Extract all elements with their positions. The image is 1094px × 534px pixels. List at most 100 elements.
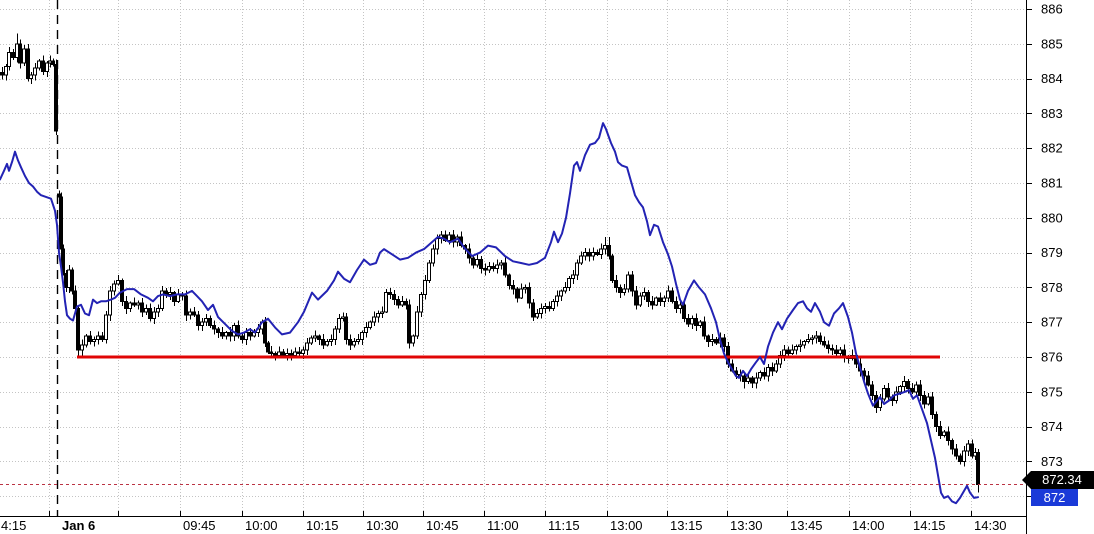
candle-body [84,335,88,346]
candle-body [834,349,838,355]
candle-body [794,346,798,351]
candle-body [140,302,144,313]
candle-body [321,339,325,346]
candle-body [92,339,96,342]
candle-body [670,290,674,302]
candle-body [535,313,539,318]
candle-body [626,274,630,290]
candle-body [156,307,160,313]
candle-body [567,278,571,288]
candle-body [152,311,156,320]
candle-body [356,339,360,342]
candle-body [618,286,622,294]
y-axis-label: 881 [1041,176,1063,191]
candle-body [563,286,567,292]
candle-body [487,266,491,271]
candle-body [273,353,277,356]
candle-body [722,337,726,348]
candle-body [714,339,718,344]
x-axis-label: 10:15 [306,518,339,533]
candle-body [882,387,886,400]
candle-body [172,292,176,302]
candle-body [317,335,321,341]
candle-body [368,321,372,328]
candle-body [277,351,281,356]
candle-body [301,349,305,355]
candle-body [11,52,15,59]
candle-body [539,307,543,314]
candle-body [26,48,30,80]
candle-body [376,313,380,318]
candle-body [575,262,579,276]
candle-body [70,269,74,292]
candle-body [770,366,774,372]
overlay-line [0,122,979,505]
candle-body [902,380,906,388]
candle-body [475,259,479,266]
y-axis-label: 874 [1041,419,1063,434]
candle-body [630,274,634,292]
candle-body [798,344,802,348]
candle-body [830,347,834,351]
y-axis-label: 878 [1041,280,1063,295]
candle-body [104,314,108,341]
candle-body [926,396,930,405]
candle-body [702,321,706,337]
candle-body [313,335,317,339]
x-axis-label: 4:15 [1,518,26,533]
candle-body [281,351,285,356]
candle-body [742,375,746,382]
candle-body [293,351,297,356]
candle-body [866,375,870,386]
candle-body [810,337,814,341]
candle-body [333,328,337,341]
y-axis-label: 873 [1041,454,1063,469]
candle-body [427,262,431,281]
candle-body [396,299,400,306]
candle-body [818,335,822,342]
candle-body [325,340,329,346]
candle-body [922,394,926,405]
axis-labels: 886 885 884 883 882 881 880 879 878 877 876 875 874 8… [1,2,1063,534]
x-axis-label: 10:45 [426,518,459,533]
candle-body [220,332,224,337]
candle-body [372,316,376,323]
candle-body [531,302,535,318]
candle-body [591,252,595,257]
candle-body [132,302,136,306]
candle-body [579,255,583,264]
x-axis-label: 14:00 [852,518,885,533]
candle-body [790,349,794,355]
candle-body [88,335,92,342]
candle-body [200,321,204,327]
candle-body [499,262,503,266]
candle-body [360,332,364,341]
candle-body [407,304,411,344]
candle-body [128,302,132,309]
candle-body [384,292,388,313]
candle-body [471,257,475,266]
x-axis-label: 13:45 [790,518,823,533]
candle-body [204,318,208,323]
candle-body [511,285,515,290]
candle-body [954,448,958,457]
candle-body [248,332,252,337]
x-axis-label: Jan 6 [62,518,95,533]
candle-body [762,372,766,377]
candle-body [96,335,100,341]
candle-body [263,321,267,344]
y-axis-label: 877 [1041,315,1063,330]
candle-body [930,396,934,415]
candle-body [388,292,392,295]
y-axis-label: 883 [1041,106,1063,121]
candle-body [297,351,301,355]
candle-body [503,262,507,276]
candle-body [244,332,248,341]
candle-body [786,349,790,355]
y-axis-label: 880 [1041,210,1063,225]
gridlines [0,0,1026,516]
candle-body [650,300,654,306]
candle-body [447,234,451,241]
